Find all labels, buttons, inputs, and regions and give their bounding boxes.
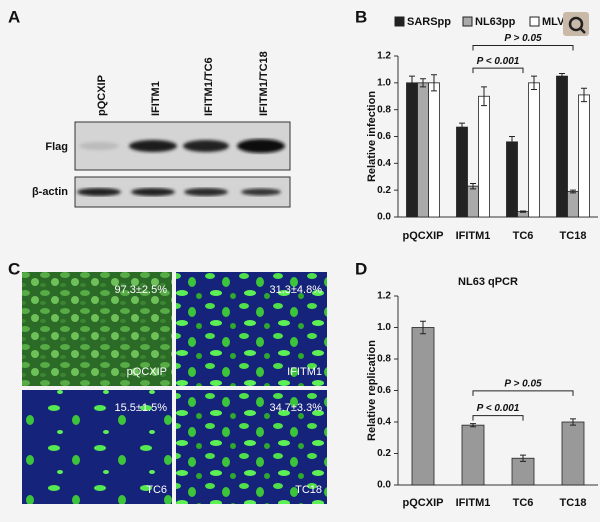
- bracket: [472, 415, 524, 421]
- bar: [417, 82, 429, 218]
- error-bar: [470, 423, 476, 428]
- y-tick-label: 1.2: [377, 291, 391, 302]
- bracket: [472, 44, 574, 51]
- bracket: [472, 390, 574, 396]
- annotation: P < 0.001: [477, 403, 520, 414]
- bar: [511, 457, 535, 486]
- bar: [567, 191, 579, 218]
- y-tick-label: 0.6: [377, 385, 391, 396]
- micrograph: 15.5±1.5% TC6: [22, 390, 172, 504]
- error-bar: [570, 418, 576, 426]
- icon[interactable]: [563, 12, 589, 36]
- y-tick-label: 0.4: [377, 417, 391, 428]
- bracket: [472, 67, 524, 74]
- error-bar: [420, 78, 426, 88]
- chart-title: NL63 qPCR: [458, 276, 518, 288]
- y-tick-label: 1.0: [377, 77, 391, 88]
- legend-label: NL63pp: [475, 16, 516, 28]
- bar: [406, 82, 418, 218]
- bar: [456, 126, 468, 218]
- legend-swatch: [529, 16, 540, 27]
- error-bar: [570, 189, 576, 194]
- percent: 15.5±1.5%: [114, 402, 167, 414]
- y-tick-label: 0.2: [377, 448, 391, 459]
- error-bar: [409, 75, 415, 91]
- error-bar: [459, 122, 465, 132]
- bar: [556, 75, 568, 218]
- x-tick-label: TC18: [560, 497, 587, 509]
- x-tick-label: TC6: [513, 230, 534, 242]
- bar: [578, 94, 590, 218]
- image-label: IFITM1: [287, 366, 322, 378]
- image-label: pQCXIP: [127, 366, 167, 378]
- bar: [478, 95, 490, 218]
- legend-swatch: [394, 16, 405, 27]
- micrograph: 34.7±3.3% TC18: [176, 390, 327, 504]
- y-axis-label: Relative replication: [366, 340, 378, 441]
- annotation: P > 0.05: [504, 378, 542, 389]
- bar: [411, 327, 435, 486]
- y-tick-label: 0.8: [377, 104, 391, 115]
- error-bar: [431, 74, 437, 92]
- bar: [561, 421, 585, 486]
- annotation: P > 0.05: [504, 33, 542, 44]
- bar: [506, 141, 518, 218]
- panel-label: C: [8, 259, 20, 278]
- y-tick-label: 1.0: [377, 322, 391, 333]
- legend-label: SARSpp: [407, 16, 451, 28]
- x-tick-label: IFITM1: [456, 230, 491, 242]
- x-tick-label: IFITM1: [456, 497, 491, 509]
- error-bar: [470, 182, 476, 190]
- row-label: β-actin: [32, 186, 68, 198]
- lane-label: IFITM1: [150, 81, 162, 116]
- panel-label: A: [8, 7, 20, 26]
- y-tick-label: 0.0: [377, 480, 391, 491]
- micrograph: 97.3±2.5% pQCXIP: [22, 272, 172, 386]
- y-tick-label: 1.2: [377, 51, 391, 62]
- x-tick-label: TC6: [513, 497, 534, 509]
- percent: 97.3±2.5%: [114, 284, 167, 296]
- error-bar: [559, 72, 565, 80]
- error-bar: [581, 87, 587, 103]
- error-bar: [420, 320, 426, 335]
- bands: [77, 188, 281, 196]
- bands: [79, 139, 285, 153]
- percent: 34.7±3.3%: [269, 402, 322, 414]
- error-bar: [531, 75, 537, 91]
- panel-label: D: [355, 259, 367, 278]
- y-axis-label: Relative infection: [366, 91, 378, 182]
- bar: [428, 82, 440, 218]
- bar: [467, 185, 479, 218]
- image-label: TC6: [146, 484, 167, 496]
- image-label: TC18: [295, 484, 322, 496]
- bar: [461, 424, 485, 486]
- y-tick-label: 0.8: [377, 354, 391, 365]
- x-tick-label: pQCXIP: [403, 230, 444, 242]
- legend-label: MLV: [542, 16, 565, 28]
- x-tick-label: pQCXIP: [403, 497, 444, 509]
- x-tick-label: TC18: [560, 230, 587, 242]
- micrograph: 31.3±4.8% IFITM1: [176, 272, 327, 386]
- y-tick-label: 0.6: [377, 131, 391, 142]
- error-bar: [520, 210, 526, 213]
- y-tick-label: 0.4: [377, 158, 391, 169]
- error-bar: [520, 454, 526, 462]
- lane-label: IFITM1/TC6: [203, 57, 215, 116]
- panel-label: B: [355, 7, 367, 26]
- row-label: Flag: [45, 141, 68, 153]
- error-bar: [509, 136, 515, 148]
- y-tick-label: 0.2: [377, 185, 391, 196]
- error-bar: [481, 86, 487, 107]
- lane-label: pQCXIP: [96, 75, 108, 116]
- annotation: P < 0.001: [477, 56, 520, 67]
- y-tick-label: 0.0: [377, 212, 391, 223]
- lane-label: IFITM1/TC18: [258, 51, 270, 116]
- percent: 31.3±4.8%: [269, 284, 322, 296]
- legend-swatch: [462, 16, 473, 27]
- bar: [528, 82, 540, 218]
